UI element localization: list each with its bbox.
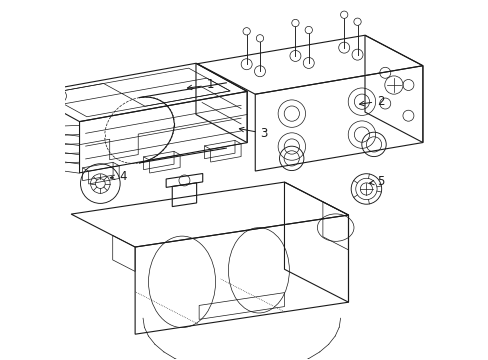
Text: 2: 2 — [359, 95, 384, 108]
Circle shape — [243, 28, 250, 35]
Circle shape — [353, 18, 361, 26]
Circle shape — [305, 26, 312, 34]
Text: 4: 4 — [110, 170, 126, 183]
Text: 1: 1 — [187, 78, 214, 91]
Text: 5: 5 — [369, 175, 384, 188]
Circle shape — [340, 11, 347, 18]
Circle shape — [256, 35, 263, 42]
Circle shape — [291, 19, 299, 27]
Text: 3: 3 — [239, 127, 267, 140]
